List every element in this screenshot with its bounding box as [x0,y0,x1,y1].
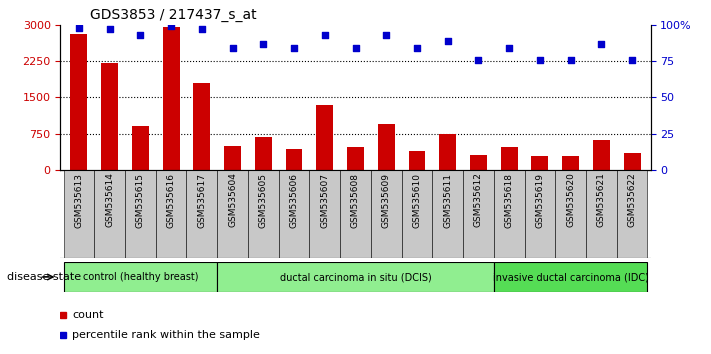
Bar [279,170,309,258]
Bar [525,170,555,258]
Bar [95,170,125,258]
Point [473,57,484,62]
Text: GSM535606: GSM535606 [289,172,299,228]
Point [565,57,577,62]
Point [134,32,146,38]
Text: GSM535617: GSM535617 [198,172,206,228]
Point [227,45,238,51]
Text: count: count [73,310,104,320]
Bar [347,147,364,170]
Bar [432,170,463,258]
Text: GSM535616: GSM535616 [166,172,176,228]
Point [319,32,331,38]
Bar [217,262,494,292]
Text: GSM535621: GSM535621 [597,172,606,228]
Point [411,45,422,51]
Text: control (healthy breast): control (healthy breast) [82,272,198,282]
Text: GSM535610: GSM535610 [412,172,422,228]
Text: GDS3853 / 217437_s_at: GDS3853 / 217437_s_at [90,8,257,22]
Point [73,25,85,30]
Bar [156,170,186,258]
Point [257,41,269,46]
Point [503,45,515,51]
Point [626,57,638,62]
Text: GSM535614: GSM535614 [105,172,114,228]
Text: GSM535622: GSM535622 [628,172,636,227]
Bar [132,126,149,170]
Bar [531,156,548,170]
Text: GSM535609: GSM535609 [382,172,391,228]
Bar [402,170,432,258]
Text: GSM535608: GSM535608 [351,172,360,228]
Text: GSM535618: GSM535618 [505,172,513,228]
Point [104,26,115,32]
Bar [494,170,525,258]
Text: percentile rank within the sample: percentile rank within the sample [73,330,260,339]
Bar [286,149,302,170]
Point [196,26,208,32]
Bar [217,170,248,258]
Text: GSM535607: GSM535607 [320,172,329,228]
Text: GSM535620: GSM535620 [566,172,575,228]
Bar [562,156,579,170]
Text: invasive ductal carcinoma (IDC): invasive ductal carcinoma (IDC) [493,272,648,282]
Bar [586,170,616,258]
Text: GSM535615: GSM535615 [136,172,145,228]
Bar [309,170,340,258]
Bar [378,124,395,170]
Bar [555,170,586,258]
Text: GSM535612: GSM535612 [474,172,483,228]
Point [166,23,177,29]
Bar [125,170,156,258]
Bar [101,63,118,170]
Bar [70,34,87,170]
Bar [439,133,456,170]
Point [380,32,392,38]
Text: disease state: disease state [7,272,81,282]
Point [534,57,545,62]
Text: GSM535611: GSM535611 [443,172,452,228]
Point [596,41,607,46]
Point [442,38,454,44]
Bar [463,170,494,258]
Bar [63,170,95,258]
Bar [255,137,272,170]
Bar [248,170,279,258]
Bar [616,170,648,258]
Bar [163,27,180,170]
Text: GSM535604: GSM535604 [228,172,237,228]
Bar [193,83,210,170]
Bar [63,262,217,292]
Bar [340,170,371,258]
Bar [494,262,648,292]
Text: GSM535619: GSM535619 [535,172,545,228]
Bar [409,150,425,170]
Bar [316,104,333,170]
Point [350,45,361,51]
Text: ductal carcinoma in situ (DCIS): ductal carcinoma in situ (DCIS) [279,272,432,282]
Bar [371,170,402,258]
Bar [186,170,217,258]
Bar [624,153,641,170]
Text: GSM535605: GSM535605 [259,172,268,228]
Bar [470,155,487,170]
Bar [501,147,518,170]
Point [289,45,300,51]
Text: GSM535613: GSM535613 [75,172,83,228]
Bar [224,146,241,170]
Bar [593,140,610,170]
